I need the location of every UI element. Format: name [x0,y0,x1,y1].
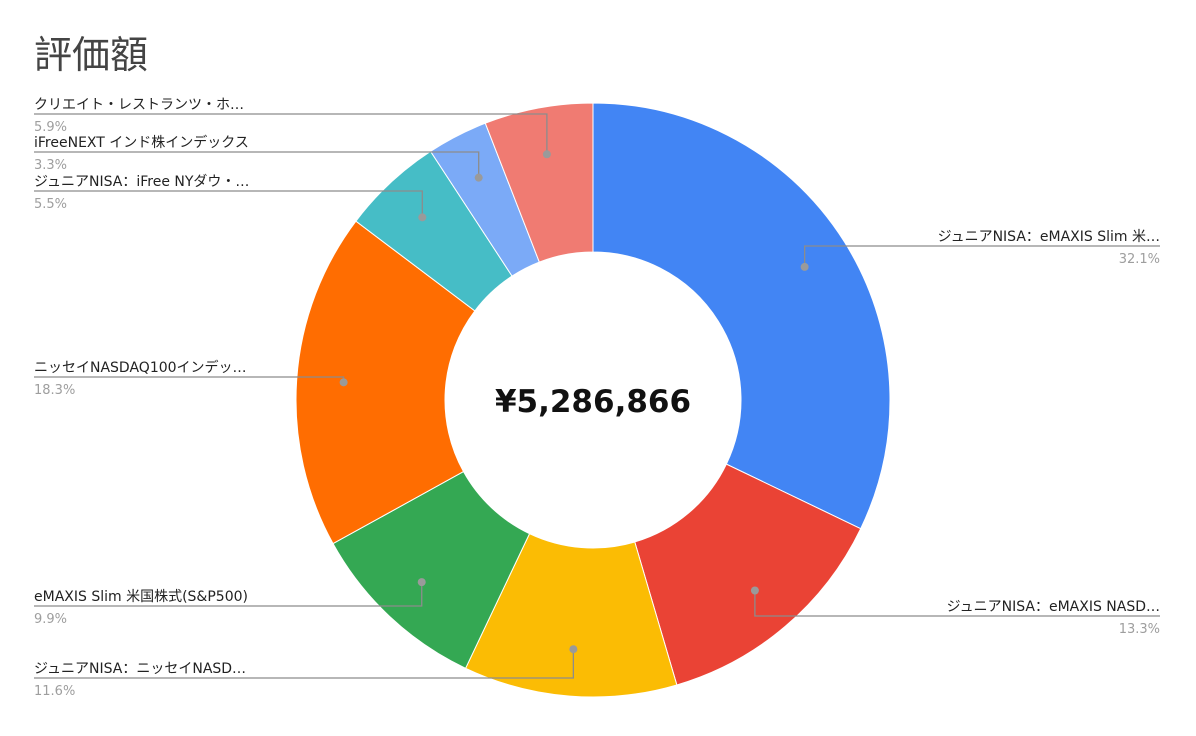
slice-percent-7: 3.3% [34,158,67,173]
slice-percent-4: 9.9% [34,612,67,627]
leader-dot-5 [339,378,348,387]
slice-label-5: ニッセイNASDAQ100インデッ… [34,359,247,376]
slice-label-3: ジュニアNISA：ニッセイNASD… [34,661,246,677]
chart-title: 評価額 [34,33,149,77]
slice-percent-6: 5.5% [34,197,67,212]
leader-dot-7 [474,173,483,182]
leader-line-6 [34,190,423,218]
slice-5 [295,220,476,545]
slice-2 [634,463,862,686]
slice-label-8: クリエイト・レストランツ・ホ… [34,97,244,113]
label-leader-lines [34,113,1160,679]
slice-percent-5: 18.3% [34,383,75,398]
slice-label-6: ジュニアNISA：iFree NYダウ・… [34,174,249,190]
leader-line-4 [34,582,423,607]
slice-3 [464,533,678,698]
slice-percent-2: 13.3% [1119,622,1160,637]
leader-dot-8 [542,150,551,159]
slice-label-4: eMAXIS Slim 米国株式(S&P500) [34,589,248,605]
leader-dot-3 [569,645,578,654]
slice-label-7: iFreeNEXT インド株インデックス [34,134,249,151]
slice-label-1: ジュニアNISA：eMAXIS Slim 米… [938,229,1160,245]
slice-labels: ジュニアNISA：eMAXIS Slim 米… 32.1% ジュニアNISA：eMA… [34,97,1160,699]
donut-center-total: ¥5,286,866 [495,384,691,420]
donut-slices [295,102,891,698]
slice-percent-8: 5.9% [34,120,67,135]
leader-line-3 [34,649,575,679]
leader-dot-4 [417,578,426,587]
leader-line-2 [754,590,1160,617]
leader-dot-1 [800,262,809,271]
slice-label-2: ジュニアNISA：eMAXIS NASD… [947,599,1160,615]
leader-line-7 [34,151,480,178]
leader-dot-6 [418,213,427,222]
leader-line-8 [34,113,548,155]
slice-8 [484,102,594,263]
leader-line-1 [803,245,1160,267]
leader-dot-2 [750,586,759,595]
slice-percent-3: 11.6% [34,684,75,699]
slice-1 [592,102,891,530]
slice-percent-1: 32.1% [1119,252,1160,267]
